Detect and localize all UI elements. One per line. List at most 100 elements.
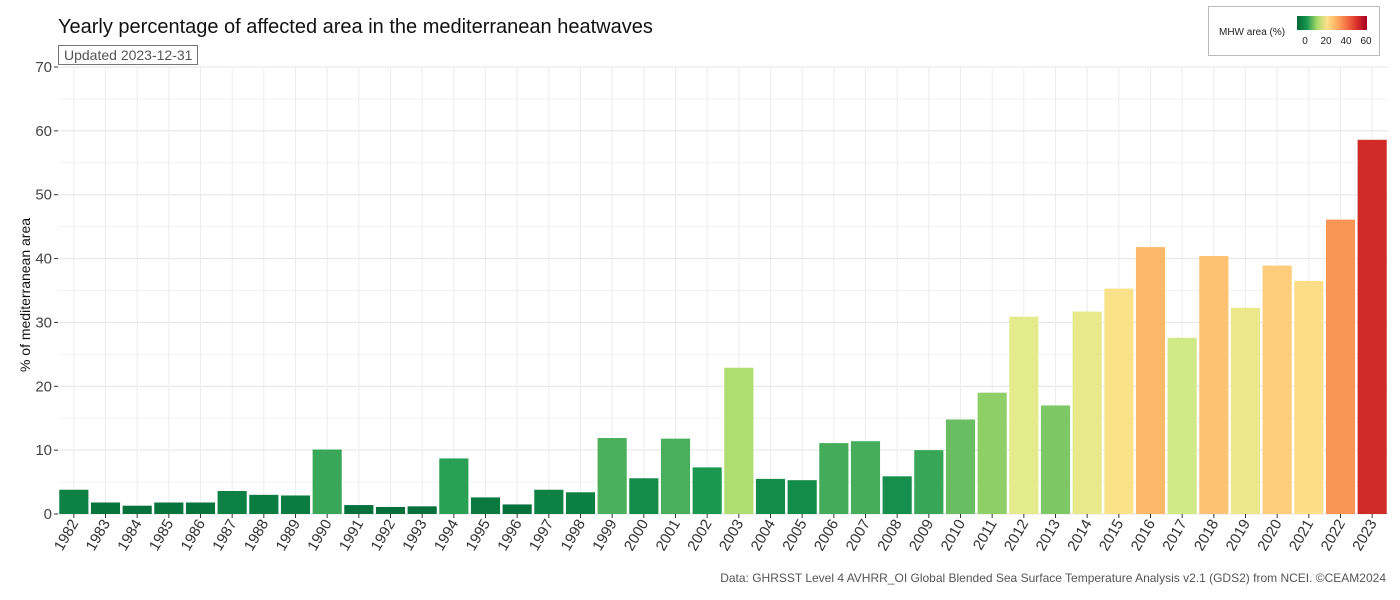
x-tick-label: 1999 <box>589 517 620 554</box>
bar-1992 <box>375 506 406 514</box>
bar-2012 <box>1009 316 1039 514</box>
bar-1988 <box>249 494 279 514</box>
x-tick-label: 1983 <box>83 517 114 554</box>
x-tick-label: 2005 <box>779 517 810 554</box>
bar-1997 <box>534 489 564 514</box>
y-tick-label: 30 <box>35 314 52 331</box>
x-tick-label: 2021 <box>1286 517 1317 554</box>
legend-tick-40: 40 <box>1340 36 1352 47</box>
chart-title: Yearly percentage of affected area in th… <box>58 16 653 38</box>
x-tick-label: 1982 <box>51 517 82 554</box>
data-source-note: Data: GHRSST Level 4 AVHRR_OI Global Ble… <box>720 571 1386 585</box>
bar-2013 <box>1040 405 1071 514</box>
bar-1998 <box>565 492 596 514</box>
legend-tick-20: 20 <box>1320 36 1332 47</box>
x-tick-label: 2022 <box>1318 517 1349 554</box>
y-axis: 0 10 20 30 40 50 60 70 <box>35 59 58 523</box>
bar-2010 <box>945 419 976 514</box>
bar-2005 <box>787 480 817 514</box>
x-tick-label: 2019 <box>1223 517 1254 554</box>
legend-tick-60: 60 <box>1360 36 1372 47</box>
x-tick-label: 2017 <box>1159 517 1190 554</box>
x-tick-label: 2002 <box>684 517 715 554</box>
x-tick-label: 1985 <box>146 517 177 554</box>
x-tick-label: 2015 <box>1096 517 1127 554</box>
bar-1996 <box>502 504 532 514</box>
updated-badge: Updated 2023-12-31 <box>58 45 199 65</box>
bar-1991 <box>344 505 374 514</box>
x-tick-label: 1990 <box>304 517 335 554</box>
x-tick-label: 2000 <box>621 517 652 554</box>
x-tick-label: 2010 <box>938 517 969 554</box>
bar-1982 <box>59 489 89 514</box>
y-tick-label: 10 <box>35 442 52 459</box>
bar-2023 <box>1357 139 1387 515</box>
x-tick-label: 2016 <box>1128 517 1159 554</box>
bar-2003 <box>724 367 754 514</box>
x-tick-label: 2014 <box>1064 517 1095 554</box>
bar-2014 <box>1072 311 1102 514</box>
bar-2021 <box>1294 280 1324 514</box>
bar-2002 <box>692 467 722 514</box>
bar-2019 <box>1230 307 1261 514</box>
bar-2022 <box>1325 219 1356 514</box>
x-tick-label: 2001 <box>653 517 684 554</box>
x-tick-label: 1989 <box>273 517 304 554</box>
legend-colorbar <box>1297 16 1367 30</box>
bar-1986 <box>185 502 216 514</box>
x-tick-label: 1987 <box>209 517 240 554</box>
x-tick-label: 1986 <box>178 517 209 554</box>
x-tick-label: 1997 <box>526 517 557 554</box>
x-tick-label: 2012 <box>1001 517 1032 554</box>
x-tick-label: 2020 <box>1254 517 1285 554</box>
x-tick-label: 2008 <box>874 517 905 554</box>
x-tick-label: 2023 <box>1349 517 1380 554</box>
x-tick-label: 1991 <box>336 517 367 554</box>
bar-2004 <box>755 478 786 514</box>
bar-1995 <box>470 497 501 514</box>
x-tick-label: 1994 <box>431 517 462 554</box>
bar-2007 <box>850 441 881 514</box>
bar-2006 <box>819 443 849 514</box>
x-tick-label: 2013 <box>1033 517 1064 554</box>
bar-1989 <box>280 495 311 514</box>
x-tick-label: 2018 <box>1191 517 1222 554</box>
bar-1984 <box>122 505 152 514</box>
y-tick-label: 40 <box>35 251 52 268</box>
bar-1987 <box>217 491 247 514</box>
x-tick-label: 2007 <box>843 517 874 554</box>
legend-tick-0: 0 <box>1302 36 1308 47</box>
x-tick-label: 1995 <box>463 517 494 554</box>
y-tick-label: 50 <box>35 187 52 204</box>
x-tick-label: 1988 <box>241 517 272 554</box>
x-tick-label: 2004 <box>748 517 779 554</box>
legend-title: MHW area (%) <box>1219 27 1286 38</box>
x-tick-label: 2011 <box>970 517 1001 553</box>
bar-2000 <box>629 478 659 514</box>
bar-2020 <box>1262 265 1292 514</box>
bar-2018 <box>1199 256 1229 514</box>
color-legend: MHW area (%) 0 20 40 60 <box>1208 6 1380 56</box>
y-tick-label: 70 <box>35 59 52 76</box>
bars <box>59 139 1387 515</box>
bar-1994 <box>439 458 469 514</box>
y-axis-label: % of mediterranean area <box>17 218 33 372</box>
bar-1999 <box>597 438 627 514</box>
bar-2008 <box>882 476 912 514</box>
bar-1990 <box>312 449 342 514</box>
y-tick-label: 20 <box>35 378 52 395</box>
y-tick-label: 0 <box>44 506 52 523</box>
bar-2017 <box>1167 337 1197 514</box>
bar-1993 <box>407 506 437 514</box>
x-tick-label: 1992 <box>368 517 399 554</box>
x-tick-label: 2009 <box>906 517 937 554</box>
x-tick-label: 1984 <box>114 517 145 554</box>
bar-2015 <box>1104 288 1134 514</box>
x-tick-label: 1993 <box>399 517 430 554</box>
bar-2001 <box>660 438 691 514</box>
bar-1985 <box>154 502 184 514</box>
bar-2009 <box>914 450 944 514</box>
y-tick-label: 60 <box>35 123 52 140</box>
bar-2011 <box>977 392 1007 514</box>
